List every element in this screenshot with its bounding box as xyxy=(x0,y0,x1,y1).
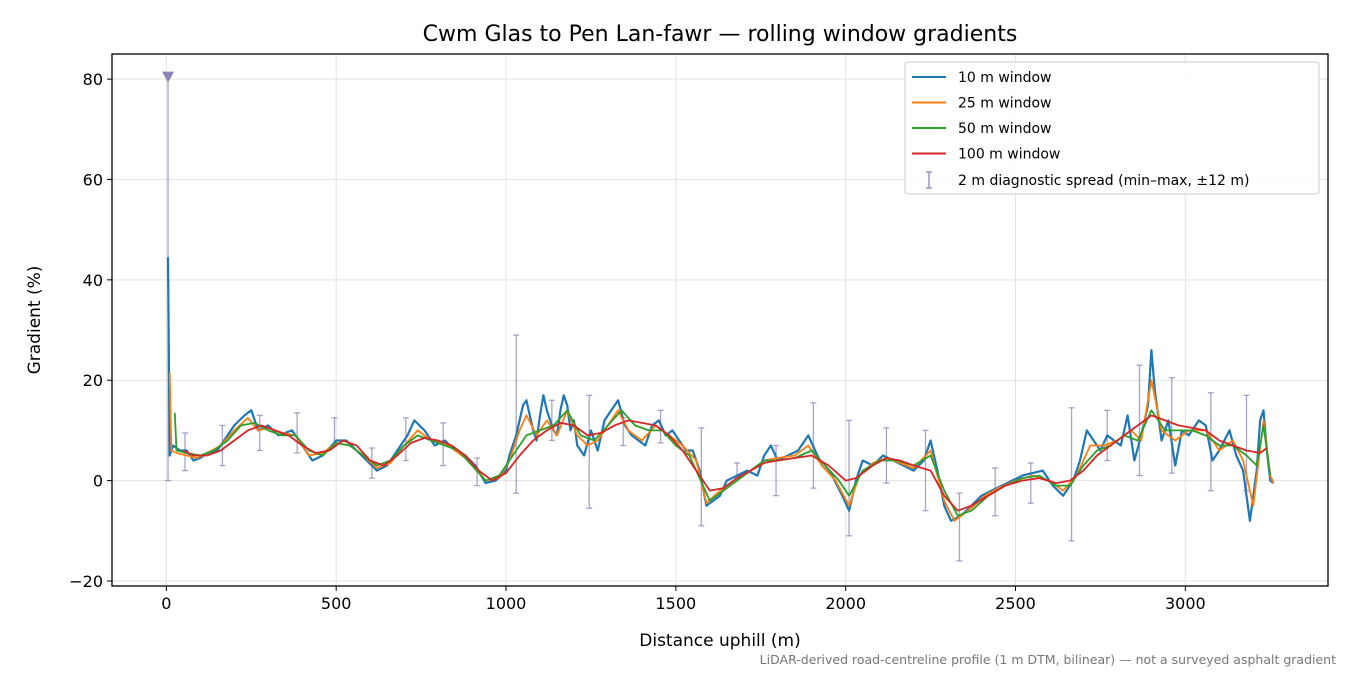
x-tick-label: 2500 xyxy=(995,594,1036,613)
spread-bar xyxy=(256,414,263,452)
outlier-marker xyxy=(162,71,175,83)
y-tick-label: 80 xyxy=(83,70,103,89)
legend-label: 50 m window xyxy=(958,121,1051,137)
legend: 10 m window 25 m window 50 m window 100 m w… xyxy=(904,61,1320,195)
spread-bar xyxy=(922,429,929,512)
spread-bar xyxy=(586,394,593,509)
x-axis-ticks: 0 500 1000 1500 2000 2500 3000 xyxy=(161,586,1206,613)
outlier-markers xyxy=(162,71,175,83)
spread-bar xyxy=(513,334,520,494)
series-lines xyxy=(166,257,1275,522)
series-line-w100 xyxy=(182,414,1268,512)
y-axis-label: Gradient (%) xyxy=(25,266,45,375)
spread-bar xyxy=(294,412,301,454)
spread-bar xyxy=(1136,364,1143,477)
x-axis-label: Distance uphill (m) xyxy=(639,631,800,651)
spread-bar xyxy=(1207,392,1214,492)
spread-bar xyxy=(956,492,963,562)
legend-label: 10 m window xyxy=(958,70,1051,86)
x-tick-label: 2000 xyxy=(825,594,866,613)
legend-label: 2 m diagnostic spread (min–max, ±12 m) xyxy=(958,173,1249,189)
x-tick-label: 1500 xyxy=(655,594,696,613)
x-tick-label: 500 xyxy=(321,594,352,613)
spread-bar xyxy=(846,419,853,537)
spread-bar xyxy=(1027,462,1034,504)
x-tick-label: 0 xyxy=(161,594,171,613)
series-line-w50 xyxy=(173,409,1272,517)
y-tick-label: 40 xyxy=(83,271,103,290)
spread-bar xyxy=(548,399,555,442)
spread-bar xyxy=(883,427,890,484)
y-tick-label: 20 xyxy=(83,371,103,390)
y-tick-label: 0 xyxy=(93,472,103,491)
spread-bar xyxy=(773,444,780,497)
x-tick-label: 1000 xyxy=(486,594,527,613)
spread-bar xyxy=(219,424,226,467)
chart-title: Cwm Glas to Pen Lan-fawr — rolling windo… xyxy=(423,22,1018,47)
legend-label: 25 m window xyxy=(958,96,1051,112)
plot-frame xyxy=(111,53,1329,587)
y-tick-label: −20 xyxy=(69,572,103,591)
y-tick-label: 60 xyxy=(83,170,103,189)
legend-box xyxy=(904,61,1320,195)
caption-note: LiDAR-derived road-centreline profile (1… xyxy=(760,652,1336,667)
y-axis-ticks: −20 0 20 40 60 80 xyxy=(69,70,112,591)
grid-lines xyxy=(112,54,1328,586)
spread-bar xyxy=(1168,377,1175,474)
x-tick-label: 3000 xyxy=(1165,594,1206,613)
legend-label: 100 m window xyxy=(958,147,1060,163)
spread-bar xyxy=(1068,407,1075,542)
